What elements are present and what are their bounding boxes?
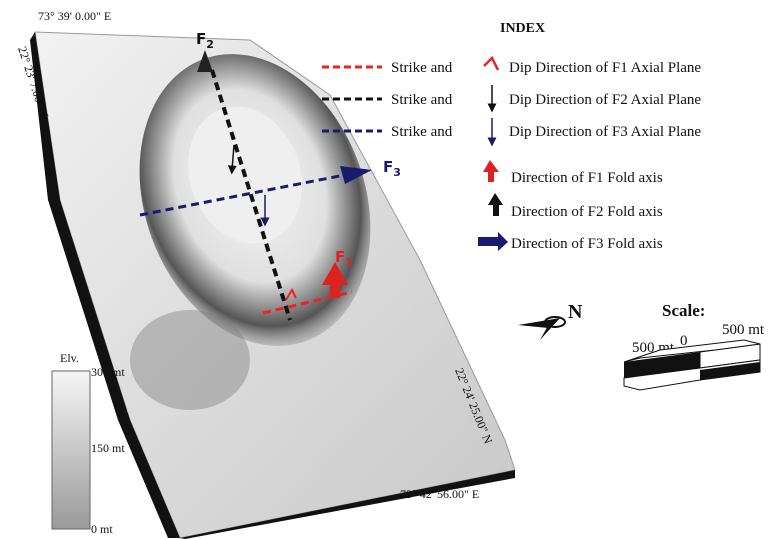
legend-text: Direction of F1 Fold axis xyxy=(511,170,663,186)
legend-text: Dip Direction of F1 Axial Plane xyxy=(509,60,701,76)
figure: F2 F3 F1 73° 39' 0.00" E 22° 23' 7.00" N… xyxy=(0,0,768,539)
legend-text: Dip Direction of F3 Axial Plane xyxy=(509,124,701,140)
coordinate-label: 73° 39' 0.00" E xyxy=(38,9,111,23)
elevation-label: 0 mt xyxy=(91,522,113,536)
elevation-label: 300 mt xyxy=(91,365,125,379)
legend-strike: Strike and xyxy=(391,124,453,140)
north-arrow: N xyxy=(518,301,583,340)
elevation-title: Elv. xyxy=(60,351,79,365)
legend-text: Direction of F2 Fold axis xyxy=(511,204,663,220)
coordinate-label: 73° 42' 56.00" E xyxy=(400,487,479,501)
legend-strike: Strike and xyxy=(391,60,453,76)
scale-title: Scale: xyxy=(662,301,705,320)
f3-label: F3 xyxy=(383,158,401,179)
elevation-legend: Elv. 300 mt 150 mt 0 mt xyxy=(52,351,125,536)
f2-label: F2 xyxy=(196,30,214,51)
scale-bar: Scale: 500 mt 0 500 mt xyxy=(624,301,765,390)
legend-text: Dip Direction of F2 Axial Plane xyxy=(509,92,701,108)
elevation-label: 150 mt xyxy=(91,441,125,455)
index-title: INDEX xyxy=(500,21,545,36)
scale-label: 500 mt xyxy=(722,322,765,338)
legend-strike: Strike and xyxy=(391,92,453,108)
north-label: N xyxy=(568,301,583,323)
legend-text: Direction of F3 Fold axis xyxy=(511,236,663,252)
